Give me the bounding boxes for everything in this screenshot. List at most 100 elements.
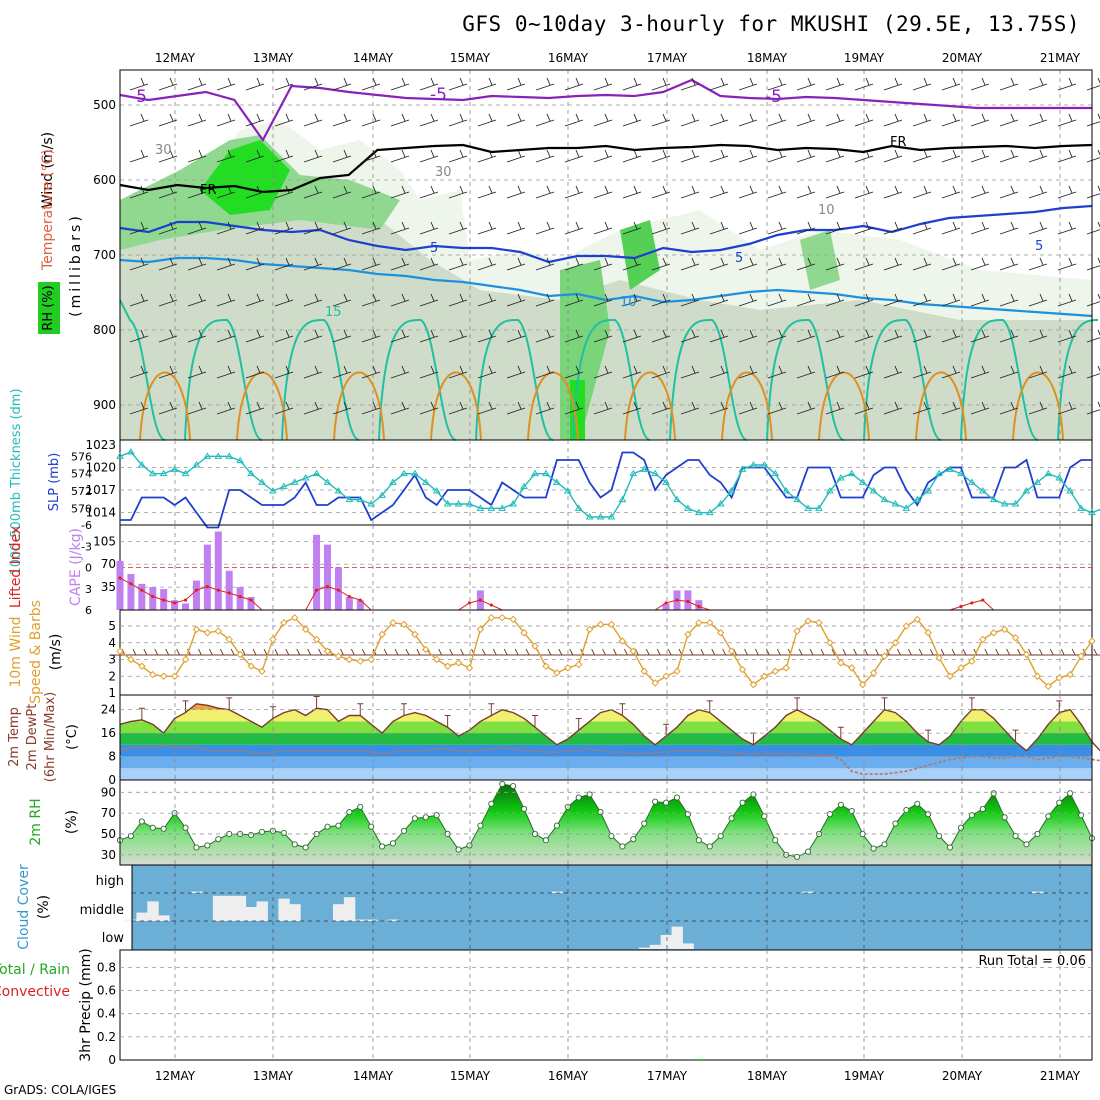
wind-barb [680,185,700,199]
wind-barb [506,329,526,343]
cape-ylabel-li: Lifted Index [8,526,24,608]
wind-barb [1057,185,1077,199]
wind-barb [825,149,845,163]
wind-barb [1009,648,1024,656]
wind-barb [216,365,236,379]
thickness-point [662,478,670,485]
li-point [162,598,166,602]
rh-ytick: 70 [101,806,116,820]
thickness-point [563,487,572,494]
thickness-point [858,478,867,485]
wind-barb [245,648,260,656]
precip-ytick: 0.2 [97,1030,116,1044]
wind-barb [593,77,613,91]
wind-barb [738,221,758,235]
cloud-middle-bar [245,907,258,921]
cloud-low-bar [682,943,694,949]
contour-label: 15 [325,305,342,320]
wind-barb [564,221,584,235]
cloud-low-bar [649,944,662,949]
li-point [205,585,209,589]
cape-bar [247,596,255,610]
wind-barb [970,257,990,271]
wind-barb [572,648,587,656]
wind-barb [564,185,584,199]
wind-barb [477,77,497,91]
li-point [183,598,188,602]
thickness-point [749,461,758,468]
wind-barb [390,257,410,271]
wind-speed-point [902,622,911,630]
rh-point [870,845,877,852]
thickness-point [465,500,474,507]
wind-barb [535,149,555,163]
wind-barb [303,401,323,415]
thickness-point [618,495,627,503]
wind-barb [245,185,265,199]
wind-speed-point [1077,652,1085,660]
li-point [249,598,253,602]
wind-barb [158,329,178,343]
wind-barb [157,648,172,656]
thickness-point [552,478,561,485]
date-label-bottom: 14MAY [353,1069,394,1083]
wind-barb [332,257,352,271]
temp-band [120,733,1092,745]
cloud-high-bar [190,891,203,893]
li-point [981,598,985,602]
wind-barb [564,365,584,379]
wind-speed-point [574,660,583,669]
wind-speed-line [119,616,1093,688]
wind-barb [767,329,787,343]
wind-barb [796,113,816,127]
wind-barb [245,365,265,379]
wind-barb [245,149,265,163]
wind-barb [361,257,381,271]
thickness-point [924,487,933,494]
wind-speed-point [509,615,517,624]
thickness-point [290,478,299,485]
wind-barb [448,401,468,415]
wind-barb [912,77,932,91]
contour-label: 30 [155,143,172,158]
wind-barb [1086,648,1100,656]
wind-speed-point [465,664,474,672]
temp-minmax [444,715,451,728]
wind-barb [201,648,216,656]
wind-barb [883,185,903,199]
li-point [970,601,974,605]
thickness-point [574,504,583,511]
wind-barb [332,185,352,199]
wind-barb [651,77,671,91]
wind-barb [709,329,729,343]
wind-barb [535,401,555,415]
rh-point [291,841,298,848]
wind-speed-point [531,642,539,650]
wind-barb [1057,401,1077,415]
precip-ylabel-3: 3hr Precip (mm) [78,948,94,1061]
wind-barb [129,77,149,91]
wind-barb [535,293,555,307]
wind-barb [158,185,178,199]
cloud-high-bar [802,891,815,893]
rh-point [826,811,833,818]
wind-barb [332,293,352,307]
wind-barb [941,221,961,235]
wind-ytick: 5 [108,619,116,633]
wind-barb [550,648,565,656]
wind-barb [825,257,845,271]
wind-barb [564,257,584,271]
cloud-ylabel-1: Cloud Cover [16,864,32,950]
wind-barb [332,365,352,379]
wind-speed-point [957,664,965,672]
thickness-point [236,456,245,464]
wind-barb [999,221,1019,235]
wind-barb [796,257,816,271]
thickness-point [716,500,725,507]
wind-speed-point [433,655,441,664]
rh-point [477,822,484,829]
wind-barb [767,401,787,415]
li-point [697,604,701,609]
wind-barb [593,365,613,379]
wind-speed-point [771,667,779,675]
